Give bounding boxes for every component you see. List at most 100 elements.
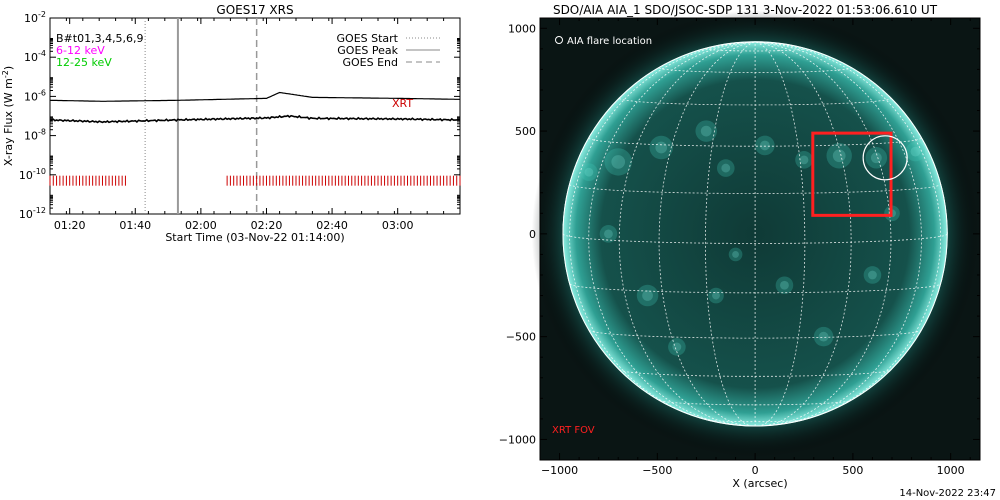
active-region-core xyxy=(910,146,921,157)
xrs-series-line xyxy=(50,91,460,102)
footer-timestamp: 14-Nov-2022 23:47 xyxy=(899,488,996,499)
parallel-line xyxy=(618,97,892,106)
y-tick-label: 10-6 xyxy=(24,88,46,103)
xrs-y-axis: 10-2 10-4 10-6 10-8 10-10 10-12 xyxy=(19,10,460,221)
goes-xrs-plot: GOES17 XRS 10-2 10-4 10-6 10-8 10-10 10-12 01… xyxy=(1,3,461,244)
active-region xyxy=(716,159,735,177)
active-region-core xyxy=(870,152,882,164)
x-tick-label: 02:20 xyxy=(251,219,283,232)
active-region xyxy=(649,135,673,160)
active-region xyxy=(826,143,852,169)
xrs-series-line xyxy=(50,114,460,124)
parallel-line xyxy=(659,400,851,406)
legend-right-entry: GOES End xyxy=(342,56,398,69)
active-region-core xyxy=(832,149,846,163)
heliographic-grid xyxy=(562,41,948,427)
aia-y-tick-label: −500 xyxy=(506,331,536,344)
x-tick-label: 02:40 xyxy=(316,219,348,232)
legend-right-entry: GOES Start xyxy=(337,32,399,45)
aia-x-tick-label: −500 xyxy=(642,464,672,477)
meridian-line xyxy=(569,41,756,423)
active-region-core xyxy=(760,140,770,151)
legend-left-entry: B#t01,3,4,5,6,9 xyxy=(56,32,144,45)
meridian-line xyxy=(705,41,756,427)
aia-x-tick-label: 500 xyxy=(842,464,863,477)
active-region xyxy=(865,147,888,169)
aia-y-axis: −1000 −500 0 500 1000 xyxy=(499,22,980,461)
meridian-line xyxy=(754,41,806,427)
active-region-core xyxy=(721,163,731,173)
aia-y-tick-label: 0 xyxy=(529,228,536,241)
aia-annotations: AIA flare location XRT FOV xyxy=(552,36,908,436)
aia-y-tick-label: 500 xyxy=(515,125,536,138)
y-tick-label: 10-2 xyxy=(24,10,46,25)
parallel-line xyxy=(658,67,852,73)
y-tick-label: 10-12 xyxy=(19,206,46,221)
legend-right-entry: GOES Peak xyxy=(337,44,398,57)
active-region xyxy=(728,247,743,262)
xrs-x-label: Start Time (03-Nov-22 01:14:00) xyxy=(165,231,344,244)
parallel-line xyxy=(619,369,892,377)
active-region-core xyxy=(732,250,739,258)
meridian-line xyxy=(755,41,922,426)
active-region-core xyxy=(799,155,809,165)
active-region-core xyxy=(611,155,626,169)
flare-legend-symbol xyxy=(555,36,563,44)
y-tick-label: 10-4 xyxy=(24,49,46,64)
aia-x-tick-label: 0 xyxy=(752,464,759,477)
aia-title: SDO/AIA AIA_1 SDO/JSOC-SDP 131 3-Nov-202… xyxy=(553,3,938,17)
aia-axes-frame xyxy=(539,17,981,461)
meridian-line xyxy=(588,41,756,426)
active-region-core xyxy=(780,280,789,290)
aia-y-tick-label: −1000 xyxy=(499,433,536,446)
aia-x-tick-label: 1000 xyxy=(937,464,965,477)
active-region-core xyxy=(700,125,712,137)
xrt-label: XRT xyxy=(392,97,413,110)
x-tick-label: 01:20 xyxy=(54,219,86,232)
active-region xyxy=(668,338,686,356)
meridian-line xyxy=(755,41,942,423)
active-region xyxy=(599,225,618,243)
aia-x-axis: −1000 −500 0 500 1000 xyxy=(539,18,971,477)
active-region xyxy=(755,135,775,156)
flare-legend-text: AIA flare location xyxy=(567,36,652,47)
xrs-y-label: X-ray Flux (W m-2) xyxy=(1,66,15,166)
parallel-line xyxy=(569,283,941,294)
parallel-line xyxy=(569,183,942,194)
active-region-core xyxy=(868,270,877,280)
flare-location-circle xyxy=(862,135,908,181)
active-region xyxy=(636,284,659,307)
xrt-coverage xyxy=(49,175,461,186)
active-region xyxy=(775,276,794,295)
active-region xyxy=(863,266,882,284)
y-tick-label: 10-10 xyxy=(19,167,46,182)
active-region-core xyxy=(604,229,613,239)
active-region xyxy=(708,287,724,304)
limb-circle xyxy=(562,41,948,427)
active-region xyxy=(580,163,598,181)
parallel-line xyxy=(562,233,948,244)
active-region xyxy=(813,326,834,347)
x-tick-label: 02:00 xyxy=(185,219,217,232)
x-tick-label: 01:40 xyxy=(119,219,151,232)
aia-x-tick-label: −1000 xyxy=(541,464,578,477)
xrt-fov-label: XRT FOV xyxy=(552,425,595,436)
aia-y-tick-label: 1000 xyxy=(508,22,536,35)
parallel-line xyxy=(705,48,806,52)
active-region-core xyxy=(818,331,829,342)
active-region-core xyxy=(655,141,668,154)
xrs-axes-frame xyxy=(49,17,461,215)
parallel-line xyxy=(588,329,922,339)
y-tick-label: 10-8 xyxy=(24,128,46,143)
parallel-line xyxy=(706,419,804,423)
active-region-core xyxy=(712,291,720,300)
aia-x-label: X (arcsec) xyxy=(732,477,787,490)
active-region xyxy=(604,148,632,176)
legend-left-entry: 12-25 keV xyxy=(56,56,112,69)
goes-markers xyxy=(144,18,258,214)
xrt-fov-box xyxy=(811,131,893,217)
active-region xyxy=(905,141,926,162)
